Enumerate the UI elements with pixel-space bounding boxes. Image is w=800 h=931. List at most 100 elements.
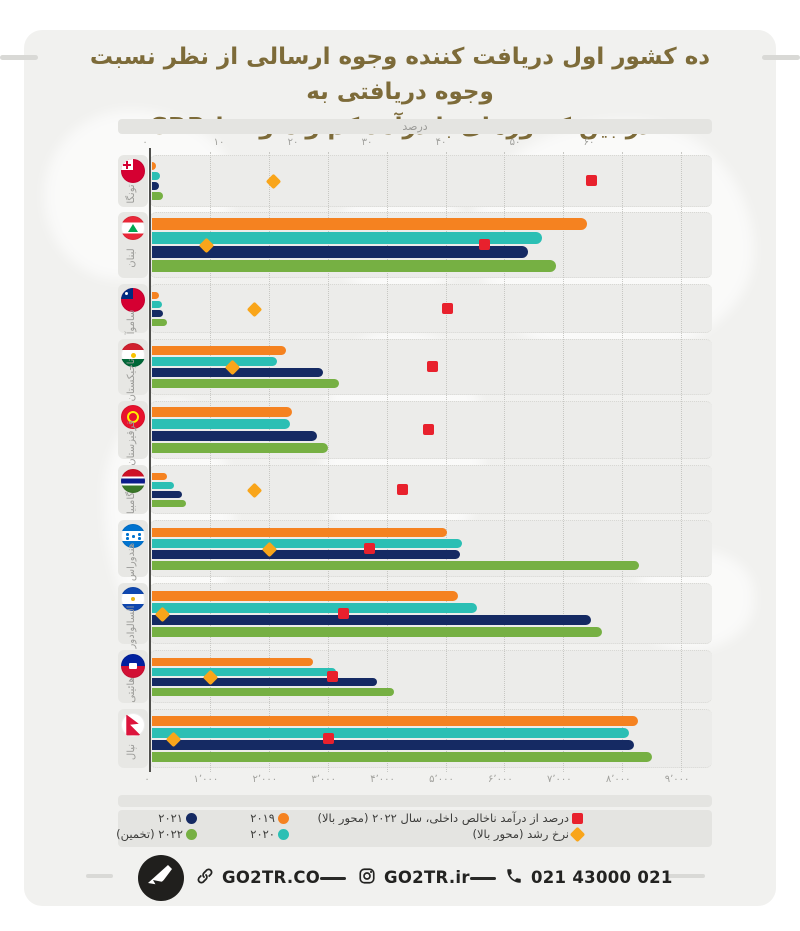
bottom-axis-tick-label: ۸٬۰۰۰	[605, 774, 631, 785]
legend-2022-label: ۲۰۲۲ (تخمین)	[116, 826, 183, 841]
bar-۲۰۱۹	[152, 218, 587, 230]
footer-instagram[interactable]: GO2TR.ir	[384, 868, 470, 887]
gdp-percent-marker	[585, 175, 597, 186]
top-axis-tick-label: ۵۰	[509, 137, 521, 148]
bar-۲۰۲۲ (تخمین)	[152, 318, 167, 326]
footer-left-dash	[86, 874, 113, 878]
bar-۲۰۲۱	[152, 677, 378, 686]
vertical-gridline	[386, 152, 388, 772]
legend-2021-marker	[186, 813, 197, 824]
vertical-gridline	[327, 152, 329, 772]
footer-separator	[470, 877, 496, 880]
footer-phone[interactable]: 021 43000 021	[531, 868, 673, 887]
bar-۲۰۲۲ (تخمین)	[152, 499, 187, 507]
title-line-1: ده کشور اول دریافت کننده وجوه ارسالی از …	[89, 44, 711, 105]
flag-icon-tonga	[121, 159, 145, 183]
vertical-gridline	[681, 152, 683, 772]
flag-icon-haiti	[121, 654, 145, 678]
go2tr-logo	[138, 855, 184, 901]
gdp-percent-marker	[363, 542, 375, 554]
title-right-dash	[762, 55, 800, 60]
bar-۲۰۲۱	[152, 431, 318, 441]
bar-۲۰۲۱	[152, 549, 461, 559]
footer-right-dash	[667, 874, 705, 878]
footer-separator	[320, 877, 346, 880]
bar-۲۰۲۰	[152, 232, 543, 244]
bar-۲۰۱۹	[152, 527, 448, 537]
flag-icon-nepal	[121, 713, 145, 737]
top-axis-tick-label: ۱۰	[213, 137, 225, 148]
bar-۲۰۱۹	[152, 291, 160, 299]
bottom-axis-tick-label: ۵٬۰۰۰	[429, 774, 454, 785]
bottom-axis-tick-label: ۳٬۰۰۰	[311, 774, 337, 785]
top-axis-tick-label: ۰	[142, 137, 148, 148]
bottom-axis-tick-label: ۱٬۰۰۰	[193, 774, 219, 785]
bar-۲۰۲۲ (تخمین)	[152, 626, 603, 637]
top-axis-tick-label: ۶۰	[583, 137, 595, 148]
legend-gdp-percent-marker	[572, 813, 583, 824]
bar-۲۰۲۰	[152, 481, 174, 489]
vertical-gridline	[563, 152, 565, 772]
legend-2021-label: ۲۰۲۱	[158, 811, 183, 825]
airplane-logo-icon	[148, 865, 173, 890]
bar-۲۰۲۰	[152, 419, 290, 429]
bar-۲۰۱۹	[152, 590, 458, 601]
legend-growth-rate-label: نرخ رشد (محور بالا)	[472, 826, 569, 841]
country-row-band	[150, 155, 712, 207]
bottom-axis-tick-label: ۹٬۰۰۰	[664, 774, 690, 785]
vertical-gridline	[209, 152, 211, 772]
legend-2022-marker	[186, 828, 197, 840]
top-axis-tick-label: ۴۰	[435, 137, 447, 148]
bar-۲۰۲۰	[152, 300, 163, 308]
country-row-band	[150, 465, 712, 514]
bar-۲۰۱۹	[152, 407, 293, 417]
top-axis-title: درصد	[402, 120, 428, 133]
bar-۲۰۲۰	[152, 667, 336, 676]
bar-۲۰۲۲ (تخمین)	[152, 260, 557, 272]
flag-icon-kyrgyzstan	[121, 405, 145, 429]
bar-۲۰۱۹	[152, 657, 313, 666]
bar-۲۰۲۲ (تخمین)	[152, 192, 163, 200]
footer-website[interactable]: GO2TR.CO	[222, 868, 321, 887]
bar-۲۰۲۱	[152, 368, 323, 377]
bottom-axis-tick-label: ۲٬۰۰۰	[252, 774, 278, 785]
flag-icon-tajikistan	[121, 343, 145, 367]
gdp-percent-marker	[323, 732, 335, 744]
top-axis-band	[118, 119, 712, 134]
legend-gdp-percent-label: درصد از درآمد ناخالص داخلی، سال ۲۰۲۲ (مح…	[317, 811, 569, 825]
axis-zero-line	[149, 148, 151, 772]
bar-۲۰۲۲ (تخمین)	[152, 687, 395, 696]
instagram-icon	[358, 867, 376, 885]
bottom-axis-tick-label: ۶٬۰۰۰	[488, 774, 513, 785]
legend-2020-label: ۲۰۲۰	[250, 826, 275, 841]
gdp-percent-marker	[326, 670, 338, 682]
link-icon	[196, 867, 214, 885]
bar-۲۰۲۱	[152, 246, 528, 258]
gdp-percent-marker	[337, 607, 349, 619]
legend-2019-label: ۲۰۱۹	[250, 811, 275, 825]
vertical-gridline	[622, 152, 624, 772]
bottom-axis-tick-label: ۷٬۰۰۰	[546, 774, 572, 785]
phone-icon	[505, 867, 523, 885]
bar-۲۰۲۲ (تخمین)	[152, 560, 639, 570]
gdp-percent-marker	[426, 361, 438, 372]
country-row-band	[150, 284, 712, 333]
legend-2020-marker	[278, 828, 289, 840]
flag-icon-gambia	[121, 469, 145, 493]
bar-۲۰۲۰	[152, 357, 278, 366]
vertical-gridline	[504, 152, 506, 772]
bar-۲۰۲۱	[152, 614, 591, 625]
vertical-gridline	[445, 152, 447, 772]
bar-۲۰۲۱	[152, 309, 164, 317]
bar-۲۰۱۹	[152, 472, 167, 480]
bar-۲۰۲۰	[152, 727, 630, 738]
title-left-dash	[0, 55, 38, 60]
bar-۲۰۲۰	[152, 538, 462, 548]
gdp-percent-marker	[423, 424, 434, 435]
gdp-percent-marker	[441, 302, 453, 314]
bottom-axis-tick-label: ۰	[144, 774, 150, 785]
top-axis-tick-label: ۲۰	[287, 137, 299, 148]
vertical-gridline	[268, 152, 270, 772]
top-axis-tick-label: ۳۰	[361, 137, 373, 148]
